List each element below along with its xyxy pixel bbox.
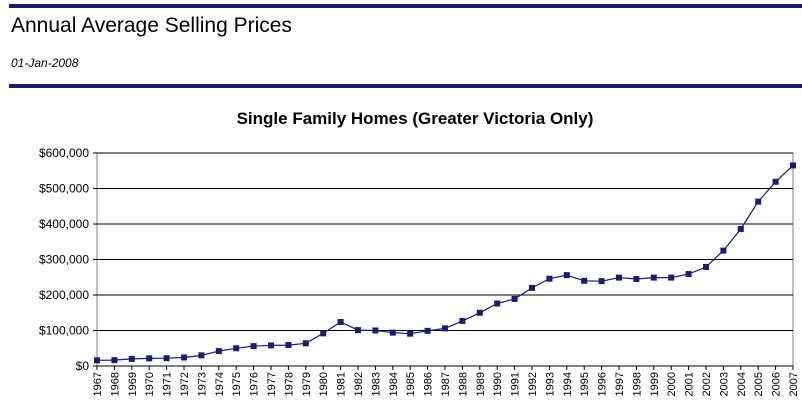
- x-tick-label: 1991: [510, 372, 522, 396]
- x-tick-label: 1973: [196, 372, 208, 396]
- x-tick-label: 1981: [336, 372, 348, 396]
- data-point-marker: [268, 342, 274, 349]
- x-tick-label: 1995: [579, 372, 591, 396]
- x-tick-label: 1989: [475, 372, 487, 396]
- x-tick-label: 1999: [649, 372, 661, 396]
- x-tick-label: 1992: [527, 372, 539, 396]
- data-point-marker: [790, 162, 796, 169]
- x-tick-label: 1970: [144, 372, 156, 396]
- data-point-marker: [181, 354, 187, 361]
- x-tick-label: 2004: [736, 372, 748, 396]
- x-tick-label: 2003: [718, 372, 730, 396]
- x-tick-label: 1980: [318, 372, 330, 396]
- x-tick-label: 1983: [370, 372, 382, 396]
- y-tick-label: $500,000: [39, 182, 89, 196]
- x-tick-label: 1984: [388, 372, 400, 396]
- data-point-marker: [355, 327, 361, 334]
- y-tick-label: $600,000: [39, 146, 89, 160]
- data-point-marker: [337, 318, 344, 325]
- data-point-marker: [111, 357, 118, 364]
- data-point-marker: [163, 355, 170, 362]
- x-tick-label: 1976: [249, 372, 261, 396]
- y-tick-label: $400,000: [39, 217, 89, 231]
- x-tick-label: 1978: [283, 372, 295, 396]
- data-point-marker: [372, 327, 379, 334]
- gridlines: [96, 152, 794, 367]
- chart-title: Single Family Homes (Greater Victoria On…: [237, 109, 594, 128]
- data-point-marker: [146, 355, 153, 362]
- y-tick-label: $0: [76, 359, 90, 373]
- data-point-marker: [476, 309, 483, 316]
- data-point-marker: [494, 300, 501, 307]
- header-divider: [9, 84, 802, 88]
- data-point-marker: [685, 271, 692, 278]
- x-tick-label: 2007: [788, 372, 800, 396]
- x-axis-ticks: 1967 1968 1969 1970 1971 1972 1973 1974 1975 1976…: [92, 366, 800, 396]
- data-point-marker: [598, 278, 605, 285]
- data-point-marker: [581, 277, 588, 284]
- x-tick-label: 1975: [231, 372, 243, 396]
- data-point-marker: [302, 340, 309, 347]
- x-tick-label: 1979: [301, 372, 313, 396]
- x-tick-label: 1985: [405, 372, 417, 396]
- x-tick-label: 1974: [214, 372, 226, 396]
- x-tick-label: 1971: [162, 372, 174, 396]
- data-point-marker: [424, 327, 431, 334]
- data-point-marker: [563, 272, 570, 279]
- series-markers: [94, 162, 796, 364]
- data-point-marker: [650, 274, 657, 281]
- data-point-marker: [215, 348, 222, 355]
- data-point-marker: [737, 225, 744, 232]
- y-tick-label: $300,000: [39, 253, 89, 267]
- x-tick-label: 1988: [457, 372, 469, 396]
- x-tick-label: 1977: [266, 372, 278, 396]
- data-point-marker: [772, 178, 779, 185]
- data-point-marker: [546, 275, 553, 282]
- x-tick-label: 1968: [109, 372, 121, 396]
- line-chart: Single Family Homes (Greater Victoria On…: [39, 109, 800, 396]
- y-axis-ticks: $0 $100,000 $200,000 $300,000 $400,000 $500,0…: [39, 146, 97, 373]
- x-tick-label: 1998: [631, 372, 643, 396]
- x-tick-label: 1996: [597, 372, 609, 396]
- data-point-marker: [320, 330, 327, 337]
- report-date: 01-Jan-2008: [11, 56, 79, 70]
- x-tick-label: 1982: [353, 372, 365, 396]
- x-tick-label: 1990: [492, 372, 504, 396]
- x-tick-label: 1969: [127, 372, 139, 396]
- data-point-marker: [616, 274, 622, 281]
- x-tick-label: 1986: [423, 372, 435, 396]
- x-tick-label: 1997: [614, 372, 626, 396]
- data-point-marker: [703, 263, 709, 270]
- x-tick-label: 1993: [544, 372, 556, 396]
- x-tick-label: 2006: [771, 372, 783, 396]
- x-tick-label: 1994: [562, 372, 574, 396]
- x-tick-label: 2001: [684, 372, 696, 396]
- x-tick-label: 1987: [440, 372, 452, 396]
- data-point-marker: [459, 317, 466, 324]
- data-point-marker: [668, 274, 675, 281]
- x-tick-label: 1972: [179, 372, 191, 396]
- data-point-marker: [755, 198, 762, 205]
- data-point-marker: [407, 330, 414, 337]
- x-tick-label: 2002: [701, 372, 713, 396]
- page-title: Annual Average Selling Prices: [11, 14, 292, 37]
- x-tick-label: 1967: [92, 372, 104, 396]
- data-point-marker: [94, 357, 100, 364]
- data-point-marker: [389, 329, 396, 336]
- data-point-marker: [128, 355, 135, 362]
- x-tick-label: 2000: [666, 372, 678, 396]
- data-point-marker: [633, 276, 640, 283]
- data-point-marker: [233, 345, 240, 352]
- data-point-marker: [285, 342, 292, 349]
- y-tick-label: $100,000: [39, 324, 89, 338]
- x-tick-label: 2005: [753, 372, 765, 396]
- data-point-marker: [442, 325, 448, 332]
- data-point-marker: [198, 352, 205, 359]
- data-point-marker: [250, 343, 257, 350]
- y-tick-label: $200,000: [39, 288, 89, 302]
- top-rule: [9, 4, 802, 8]
- data-point-marker: [720, 247, 727, 254]
- data-point-marker: [511, 295, 518, 302]
- data-point-marker: [529, 284, 535, 291]
